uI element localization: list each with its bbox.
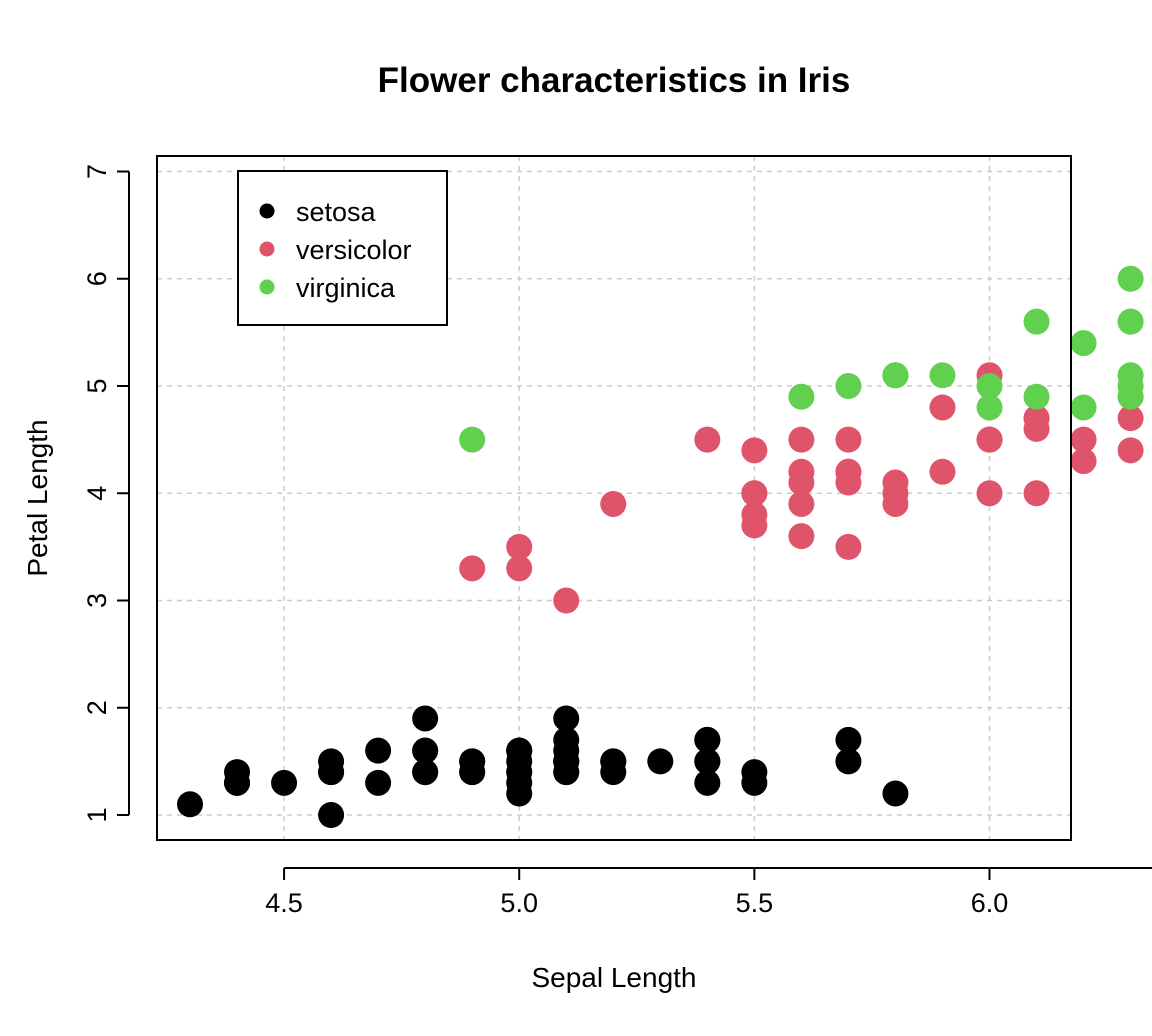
data-point-setosa (177, 791, 203, 818)
data-point-virginica (882, 362, 909, 389)
y-tick-label: 3 (82, 593, 112, 608)
y-axis: 1 2 3 4 5 6 7 (82, 164, 130, 823)
data-point-setosa (412, 737, 439, 764)
data-point-setosa (506, 759, 533, 786)
data-point-setosa (506, 737, 533, 764)
grid-lines (157, 156, 1071, 840)
data-point-setosa (835, 748, 862, 775)
y-tick-label: 4 (82, 486, 112, 501)
legend-label-versicolor: versicolor (296, 235, 412, 265)
data-point-virginica (459, 426, 486, 453)
data-point-versicolor (741, 512, 768, 539)
y-tick-label: 5 (82, 378, 112, 393)
data-point-versicolor (1117, 405, 1144, 432)
data-point-versicolor (1070, 448, 1097, 475)
x-tick-label: 4.5 (265, 888, 303, 918)
y-tick-label: 7 (82, 164, 112, 179)
data-point-versicolor (1023, 415, 1050, 442)
data-point-versicolor (788, 523, 815, 550)
data-point-virginica (788, 383, 815, 410)
data-point-virginica (976, 373, 1003, 399)
data-point-setosa (647, 748, 674, 775)
data-point-versicolor (976, 426, 1003, 453)
x-tick-label: 5.5 (736, 888, 774, 918)
data-point-setosa (553, 705, 580, 732)
data-point-setosa (412, 705, 439, 732)
data-point-virginica (1070, 330, 1097, 357)
series-virginica (459, 265, 1144, 453)
data-point-versicolor (506, 555, 533, 582)
data-point-setosa (412, 759, 439, 786)
plot-frame (156, 155, 1072, 841)
y-axis-label: Petal Length (22, 419, 53, 576)
data-point-virginica (1023, 383, 1050, 410)
data-point-versicolor (459, 555, 486, 582)
series-setosa (177, 705, 909, 828)
x-axis: 4.55.05.56.06.57.07.58.0 (265, 867, 1152, 918)
data-point-versicolor (600, 490, 627, 517)
legend-label-virginica: virginica (296, 273, 396, 303)
data-point-virginica (976, 394, 1003, 421)
data-point-versicolor (929, 458, 956, 485)
data-point-setosa (365, 737, 392, 764)
data-point-setosa (271, 769, 298, 796)
data-point-virginica (835, 373, 862, 399)
data-point-versicolor (741, 437, 768, 464)
data-point-versicolor (788, 458, 815, 485)
data-point-setosa (835, 726, 862, 753)
data-point-setosa (600, 748, 627, 775)
legend-label-setosa: setosa (296, 197, 377, 227)
y-tick-label: 2 (82, 700, 112, 715)
data-point-setosa (318, 759, 345, 786)
data-point-setosa (694, 769, 721, 796)
data-point-versicolor (835, 469, 862, 496)
data-point-virginica (1023, 308, 1050, 335)
x-tick-label: 5.0 (500, 888, 538, 918)
legend-marker-versicolor (259, 241, 275, 257)
x-axis-label: Sepal Length (531, 962, 696, 993)
data-point-versicolor (929, 394, 956, 421)
data-point-versicolor (506, 533, 533, 560)
y-tick-label: 1 (82, 807, 112, 822)
data-point-setosa (694, 748, 721, 775)
data-point-versicolor (788, 490, 815, 517)
data-point-versicolor (1117, 437, 1144, 464)
data-point-versicolor (741, 480, 768, 507)
legend: setosa versicolor virginica (237, 170, 448, 326)
data-point-setosa (365, 769, 392, 796)
data-point-versicolor (1023, 480, 1050, 507)
data-point-virginica (1117, 265, 1144, 292)
data-points (177, 265, 1144, 828)
legend-marker-virginica (259, 279, 275, 295)
data-point-setosa (318, 802, 345, 828)
data-point-setosa (882, 780, 909, 807)
data-point-virginica (1117, 373, 1144, 399)
data-point-virginica (1117, 308, 1144, 335)
data-point-versicolor (553, 587, 580, 614)
data-point-versicolor (882, 480, 909, 507)
data-point-setosa (741, 769, 768, 796)
data-point-setosa (694, 726, 721, 753)
data-point-versicolor (835, 533, 862, 560)
chart-title: Flower characteristics in Iris (378, 61, 851, 100)
data-point-versicolor (788, 426, 815, 453)
data-point-setosa (459, 759, 486, 786)
data-point-versicolor (694, 426, 721, 453)
data-point-versicolor (835, 426, 862, 453)
data-point-virginica (929, 362, 956, 389)
y-tick-label: 6 (82, 271, 112, 286)
legend-marker-setosa (259, 203, 275, 219)
data-point-setosa (224, 769, 251, 796)
data-point-virginica (1070, 394, 1097, 421)
data-point-versicolor (1070, 426, 1097, 453)
data-point-versicolor (976, 480, 1003, 507)
x-tick-label: 6.0 (971, 888, 1009, 918)
data-point-setosa (553, 737, 580, 764)
